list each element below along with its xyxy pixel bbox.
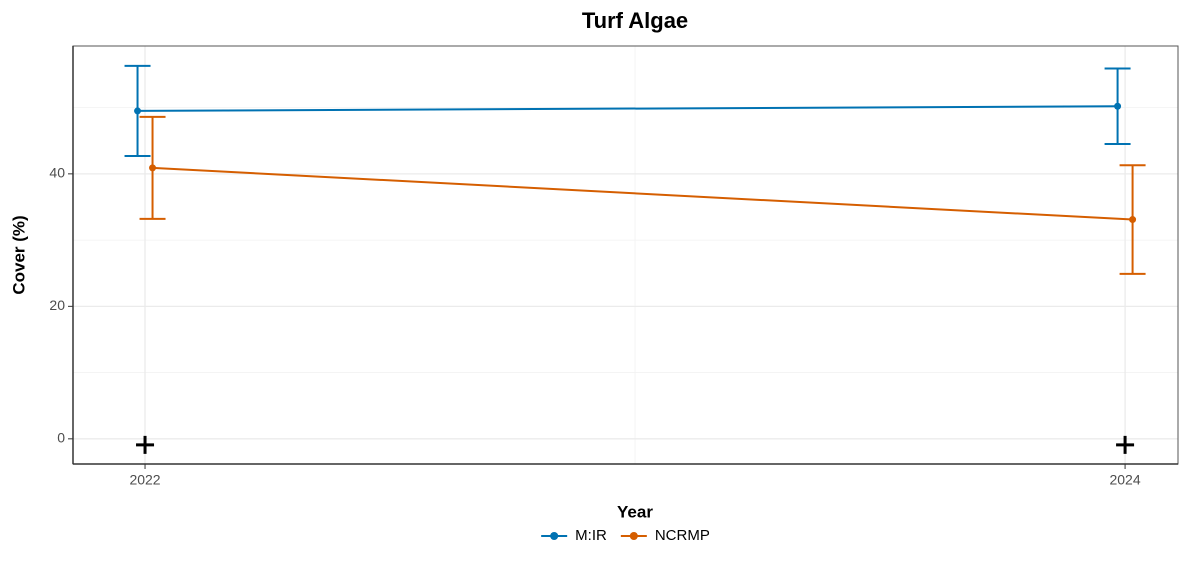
y-tick-label: 40 — [49, 165, 65, 181]
x-tick-label: 2024 — [1109, 472, 1140, 488]
legend-point — [550, 532, 559, 540]
legend-label: M:IR — [575, 527, 607, 544]
x-tick-label: 2022 — [129, 472, 160, 488]
y-tick-label: 0 — [57, 430, 65, 446]
y-axis-title: Cover (%) — [9, 215, 28, 294]
legend-point — [629, 532, 638, 540]
point — [1129, 216, 1137, 224]
legend-swatch — [620, 532, 647, 540]
legend-swatch — [541, 532, 568, 540]
legend: M:IR NCRMP — [541, 527, 710, 544]
series-line — [137, 105, 1118, 112]
chart-title: Turf Algae — [582, 8, 688, 33]
point — [134, 107, 142, 115]
series-line — [152, 166, 1133, 221]
legend-label: NCRMP — [655, 527, 710, 544]
y-tick-label: 20 — [49, 297, 65, 313]
point — [1114, 102, 1122, 110]
plus-marker — [1116, 435, 1135, 454]
plus-marker — [136, 435, 155, 454]
x-axis-title: Year — [617, 502, 653, 521]
point — [149, 164, 157, 172]
